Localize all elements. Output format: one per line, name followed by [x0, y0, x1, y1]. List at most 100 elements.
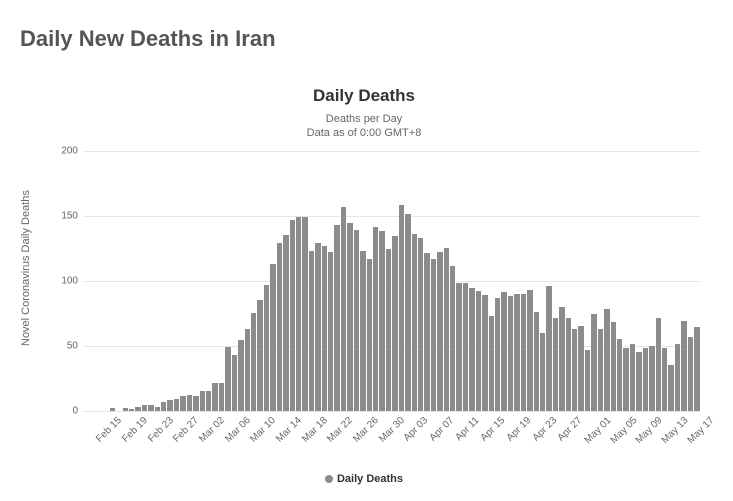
- x-tick-label: Apr 27: [556, 415, 585, 444]
- bar: [521, 294, 526, 411]
- bar: [611, 322, 616, 410]
- bar: [212, 383, 217, 410]
- x-tick-label: Apr 15: [479, 415, 508, 444]
- bar: [681, 321, 686, 411]
- bar: [373, 227, 378, 410]
- bar: [232, 355, 237, 411]
- bars: [84, 151, 700, 411]
- bar: [270, 264, 275, 411]
- bar: [694, 327, 699, 410]
- bar: [302, 217, 307, 411]
- x-tick-label: May 09: [634, 415, 665, 446]
- bar: [688, 337, 693, 411]
- chart-container: Daily Deaths Deaths per Day Data as of 0…: [14, 86, 714, 485]
- bar: [501, 292, 506, 410]
- bar: [399, 205, 404, 410]
- bar: [354, 230, 359, 411]
- x-tick-label: Apr 11: [453, 415, 481, 443]
- x-tick-label: Mar 02: [197, 415, 227, 445]
- bar: [315, 243, 320, 411]
- bar: [643, 348, 648, 410]
- bar: [463, 283, 468, 410]
- bar: [180, 396, 185, 410]
- x-tick-label: Apr 07: [428, 415, 457, 444]
- bar: [489, 316, 494, 411]
- bar: [424, 253, 429, 410]
- bar: [540, 333, 545, 411]
- y-tick-label: 100: [61, 275, 78, 286]
- bar: [283, 235, 288, 411]
- bar: [566, 318, 571, 410]
- plot-area: 050100150200: [84, 151, 700, 411]
- bar: [322, 246, 327, 411]
- bar: [161, 402, 166, 411]
- y-tick-label: 50: [67, 340, 78, 351]
- bar: [623, 348, 628, 410]
- x-tick-label: Apr 03: [402, 415, 431, 444]
- bar: [412, 234, 417, 411]
- x-tick-label: Mar 06: [223, 415, 253, 445]
- legend-label: Daily Deaths: [337, 473, 403, 485]
- bar: [450, 266, 455, 410]
- x-tick-label: Mar 18: [300, 415, 330, 445]
- bar: [296, 217, 301, 411]
- bar: [444, 248, 449, 411]
- bar: [527, 290, 532, 411]
- bar: [572, 329, 577, 411]
- x-tick-label: May 05: [608, 415, 639, 446]
- bar: [200, 391, 205, 411]
- bar: [598, 329, 603, 411]
- bar: [245, 329, 250, 411]
- bar: [617, 339, 622, 411]
- bar: [482, 295, 487, 411]
- bar: [257, 300, 262, 411]
- bar: [508, 296, 513, 410]
- legend-marker-icon: [325, 475, 333, 483]
- bar: [636, 352, 641, 411]
- bar: [405, 214, 410, 410]
- chart-subtitle: Deaths per Day Data as of 0:00 GMT+8: [14, 112, 714, 141]
- bar: [534, 312, 539, 411]
- bar: [379, 231, 384, 410]
- x-tick-label: Mar 22: [325, 415, 355, 445]
- x-tick-label: Feb 19: [120, 415, 150, 445]
- bar: [668, 365, 673, 411]
- bar: [476, 291, 481, 411]
- y-tick-label: 200: [61, 145, 78, 156]
- bar: [546, 286, 551, 411]
- x-tick-label: May 13: [659, 415, 690, 446]
- x-tick-label: Feb 23: [146, 415, 176, 445]
- bar: [360, 251, 365, 411]
- bar: [662, 348, 667, 410]
- x-tick-label: Feb 15: [94, 415, 124, 445]
- chart-subtitle-line2: Data as of 0:00 GMT+8: [307, 127, 422, 139]
- chart-title: Daily Deaths: [14, 86, 714, 106]
- bar: [559, 307, 564, 411]
- y-tick-label: 150: [61, 210, 78, 221]
- bar: [187, 395, 192, 411]
- bar: [277, 243, 282, 411]
- bar: [334, 225, 339, 411]
- bar: [347, 223, 352, 410]
- bar: [585, 350, 590, 411]
- bar: [431, 259, 436, 411]
- bar: [437, 252, 442, 411]
- bar: [578, 326, 583, 411]
- bar: [495, 298, 500, 411]
- bar: [328, 252, 333, 411]
- bar: [392, 236, 397, 410]
- bar: [553, 318, 558, 410]
- x-tick-label: Mar 30: [377, 415, 407, 445]
- bar: [341, 207, 346, 411]
- bar: [656, 318, 661, 410]
- bar: [386, 249, 391, 410]
- legend: Daily Deaths: [14, 473, 714, 485]
- bar: [591, 314, 596, 410]
- bar: [469, 288, 474, 410]
- bar: [238, 340, 243, 410]
- x-tick-label: May 17: [685, 415, 716, 446]
- y-axis-label: Novel Coronavirus Daily Deaths: [20, 190, 32, 346]
- bar: [675, 344, 680, 410]
- bar: [514, 294, 519, 411]
- bar: [219, 383, 224, 410]
